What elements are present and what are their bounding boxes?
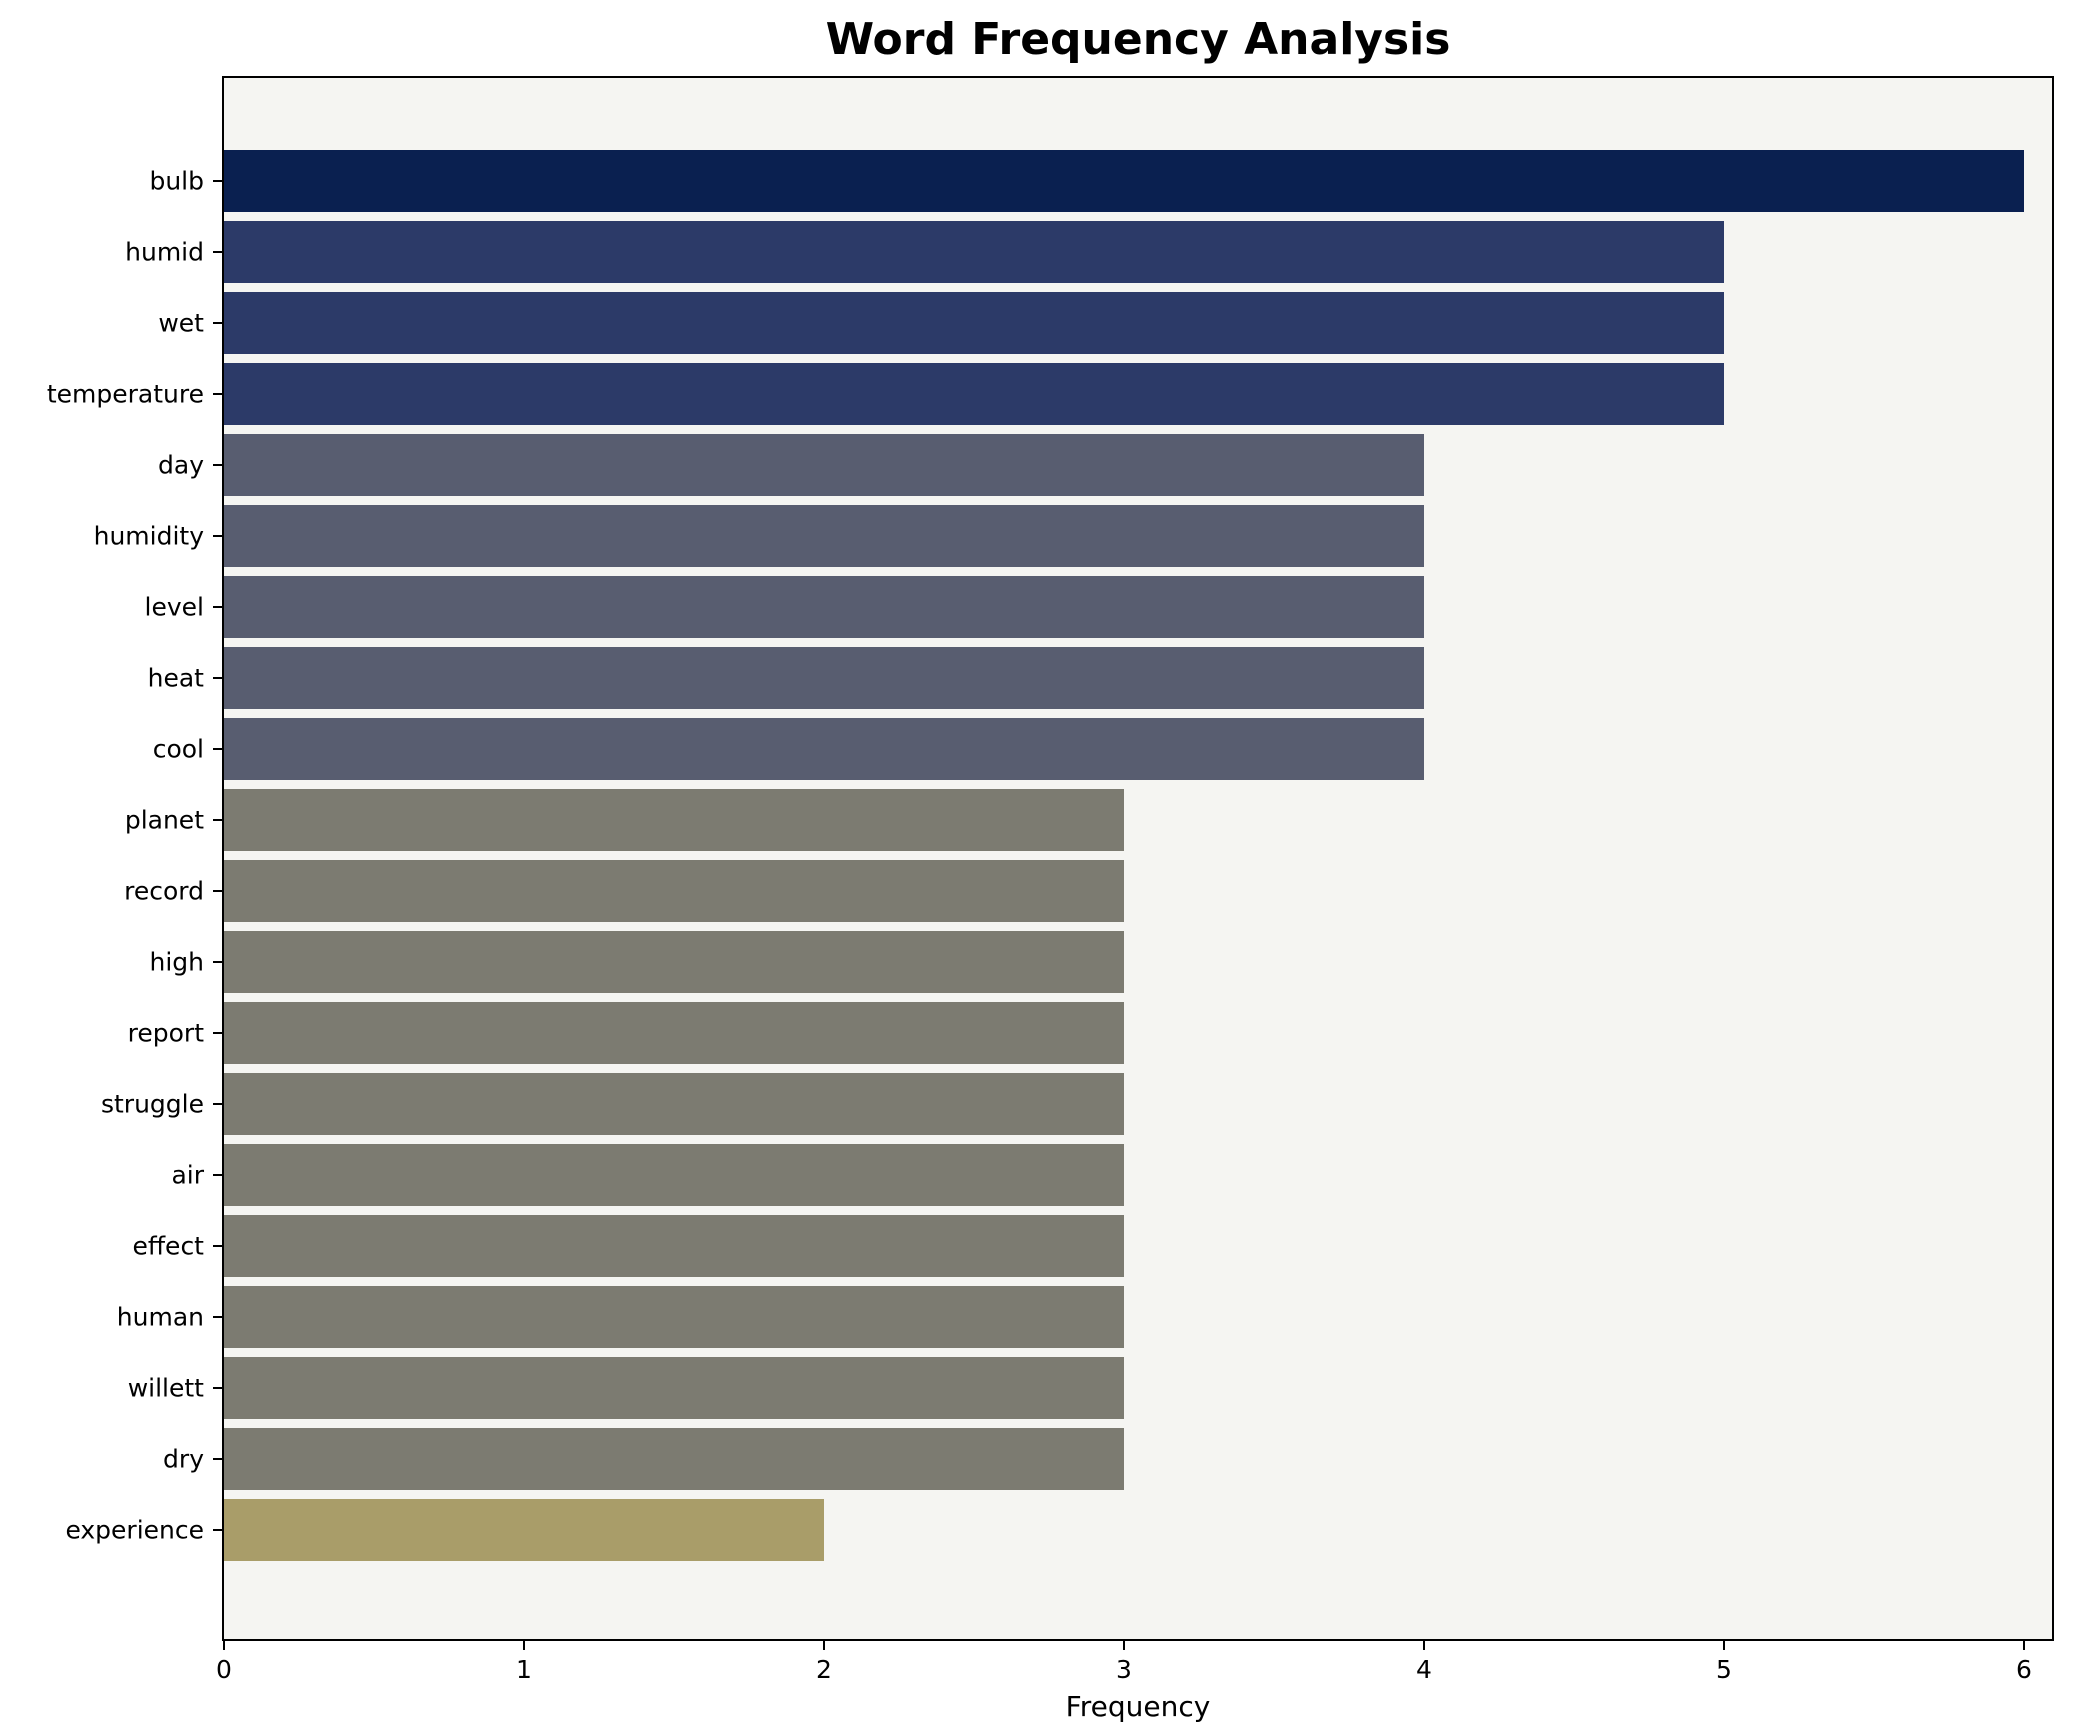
y-tick-label-bulb: bulb (149, 166, 204, 196)
x-tick-mark (1423, 1641, 1425, 1650)
x-tick-mark (1723, 1641, 1725, 1650)
x-tick-mark (2023, 1641, 2025, 1650)
bar-human (224, 1286, 1124, 1348)
x-tick-mark (223, 1641, 225, 1650)
y-tick-mark (213, 1316, 222, 1318)
x-tick-label-5: 5 (1716, 1655, 1732, 1684)
y-tick-label-level: level (144, 592, 204, 622)
y-tick-label-day: day (158, 450, 204, 480)
x-tick-label-2: 2 (816, 1655, 832, 1684)
y-tick-label-humidity: humidity (93, 521, 204, 551)
bar-cool (224, 718, 1424, 780)
x-tick-mark (523, 1641, 525, 1650)
x-tick-label-4: 4 (1416, 1655, 1432, 1684)
bar-struggle (224, 1073, 1124, 1135)
y-tick-label-air: air (171, 1160, 204, 1190)
y-tick-label-willett: willett (127, 1373, 204, 1403)
y-tick-mark (213, 1174, 222, 1176)
x-tick-label-6: 6 (2016, 1655, 2032, 1684)
bar-humid (224, 221, 1724, 283)
y-tick-mark (213, 961, 222, 963)
x-axis-label: Frequency (1065, 1690, 1211, 1722)
y-tick-label-heat: heat (147, 663, 204, 693)
y-tick-mark (213, 890, 222, 892)
bar-report (224, 1002, 1124, 1064)
y-tick-label-report: report (127, 1018, 204, 1048)
y-tick-mark (213, 464, 222, 466)
y-tick-label-effect: effect (132, 1231, 204, 1261)
y-tick-label-experience: experience (65, 1515, 204, 1545)
bar-humidity (224, 505, 1424, 567)
y-tick-mark (213, 677, 222, 679)
y-tick-mark (213, 748, 222, 750)
y-tick-mark (213, 606, 222, 608)
bar-record (224, 860, 1124, 922)
x-tick-label-1: 1 (516, 1655, 532, 1684)
y-tick-label-temperature: temperature (46, 379, 204, 409)
y-tick-mark (213, 393, 222, 395)
y-tick-label-high: high (149, 947, 204, 977)
y-tick-label-struggle: struggle (100, 1089, 204, 1119)
bar-heat (224, 647, 1424, 709)
bar-level (224, 576, 1424, 638)
bar-wet (224, 292, 1724, 354)
y-tick-mark (213, 1103, 222, 1105)
bar-effect (224, 1215, 1124, 1277)
x-tick-label-3: 3 (1116, 1655, 1132, 1684)
x-tick-mark (1123, 1641, 1125, 1650)
bar-day (224, 434, 1424, 496)
y-tick-label-dry: dry (163, 1444, 204, 1474)
y-tick-mark (213, 180, 222, 182)
y-tick-label-record: record (124, 876, 204, 906)
y-tick-label-planet: planet (124, 805, 204, 835)
bar-willett (224, 1357, 1124, 1419)
bar-air (224, 1144, 1124, 1206)
y-tick-mark (213, 1458, 222, 1460)
chart-title: Word Frequency Analysis (825, 14, 1451, 65)
y-tick-mark (213, 322, 222, 324)
y-tick-mark (213, 1245, 222, 1247)
x-tick-label-0: 0 (216, 1655, 232, 1684)
y-tick-mark (213, 1529, 222, 1531)
x-tick-mark (823, 1641, 825, 1650)
y-tick-mark (213, 1032, 222, 1034)
y-tick-label-human: human (116, 1302, 204, 1332)
bar-bulb (224, 150, 2024, 212)
bar-high (224, 931, 1124, 993)
y-tick-label-wet: wet (158, 308, 204, 338)
y-tick-label-cool: cool (152, 734, 204, 764)
y-tick-mark (213, 535, 222, 537)
bar-temperature (224, 363, 1724, 425)
y-tick-label-humid: humid (125, 237, 204, 267)
bar-planet (224, 789, 1124, 851)
plot-area (222, 76, 2054, 1641)
bar-dry (224, 1428, 1124, 1490)
y-tick-mark (213, 819, 222, 821)
y-tick-mark (213, 251, 222, 253)
y-tick-mark (213, 1387, 222, 1389)
bar-experience (224, 1499, 824, 1561)
